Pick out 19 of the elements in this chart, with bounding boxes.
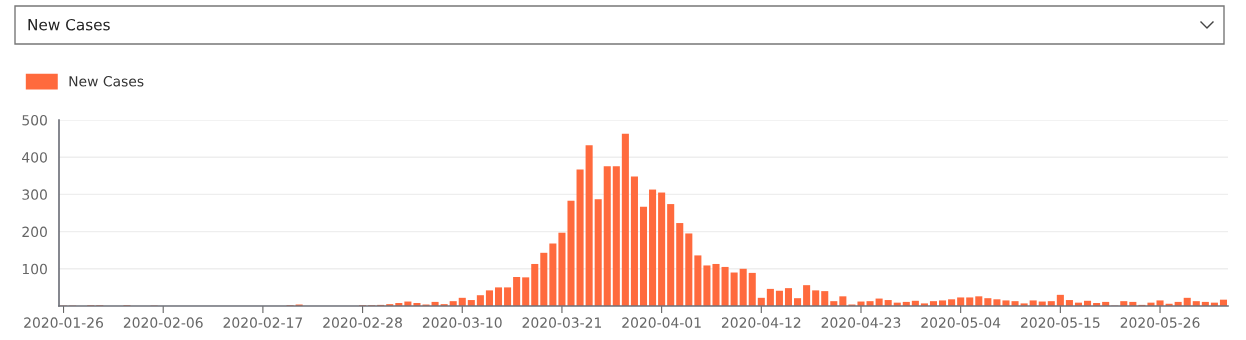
y-tick-label: 200 bbox=[22, 226, 47, 238]
x-tick-label: 2020-02-28 bbox=[323, 317, 402, 328]
x-tick-label: 2020-05-26 bbox=[1120, 317, 1200, 328]
x-tick-label: 2020-04-12 bbox=[721, 317, 801, 328]
x-tick-label: 2020-04-23 bbox=[821, 317, 901, 328]
x-tick-label: 2020-03-21 bbox=[522, 317, 602, 328]
y-tick-label: 100 bbox=[22, 263, 47, 275]
y-tick-label: 500 bbox=[22, 114, 47, 126]
x-tick-label: 2020-04-01 bbox=[622, 317, 701, 328]
x-tick-label: 2020-01-26 bbox=[24, 317, 104, 328]
x-tick-label: 2020-02-17 bbox=[223, 317, 303, 328]
x-tick-label: 2020-05-04 bbox=[921, 317, 1001, 328]
x-tick-label: 2020-02-06 bbox=[123, 317, 203, 328]
x-tick-label: 2020-05-15 bbox=[1021, 317, 1100, 328]
legend-label: New Cases bbox=[69, 76, 144, 87]
chart-title: New Cases bbox=[28, 18, 110, 31]
y-tick-label: 400 bbox=[22, 152, 47, 163]
y-tick-label: 300 bbox=[22, 189, 47, 200]
x-tick-label: 2020-03-10 bbox=[422, 317, 502, 328]
